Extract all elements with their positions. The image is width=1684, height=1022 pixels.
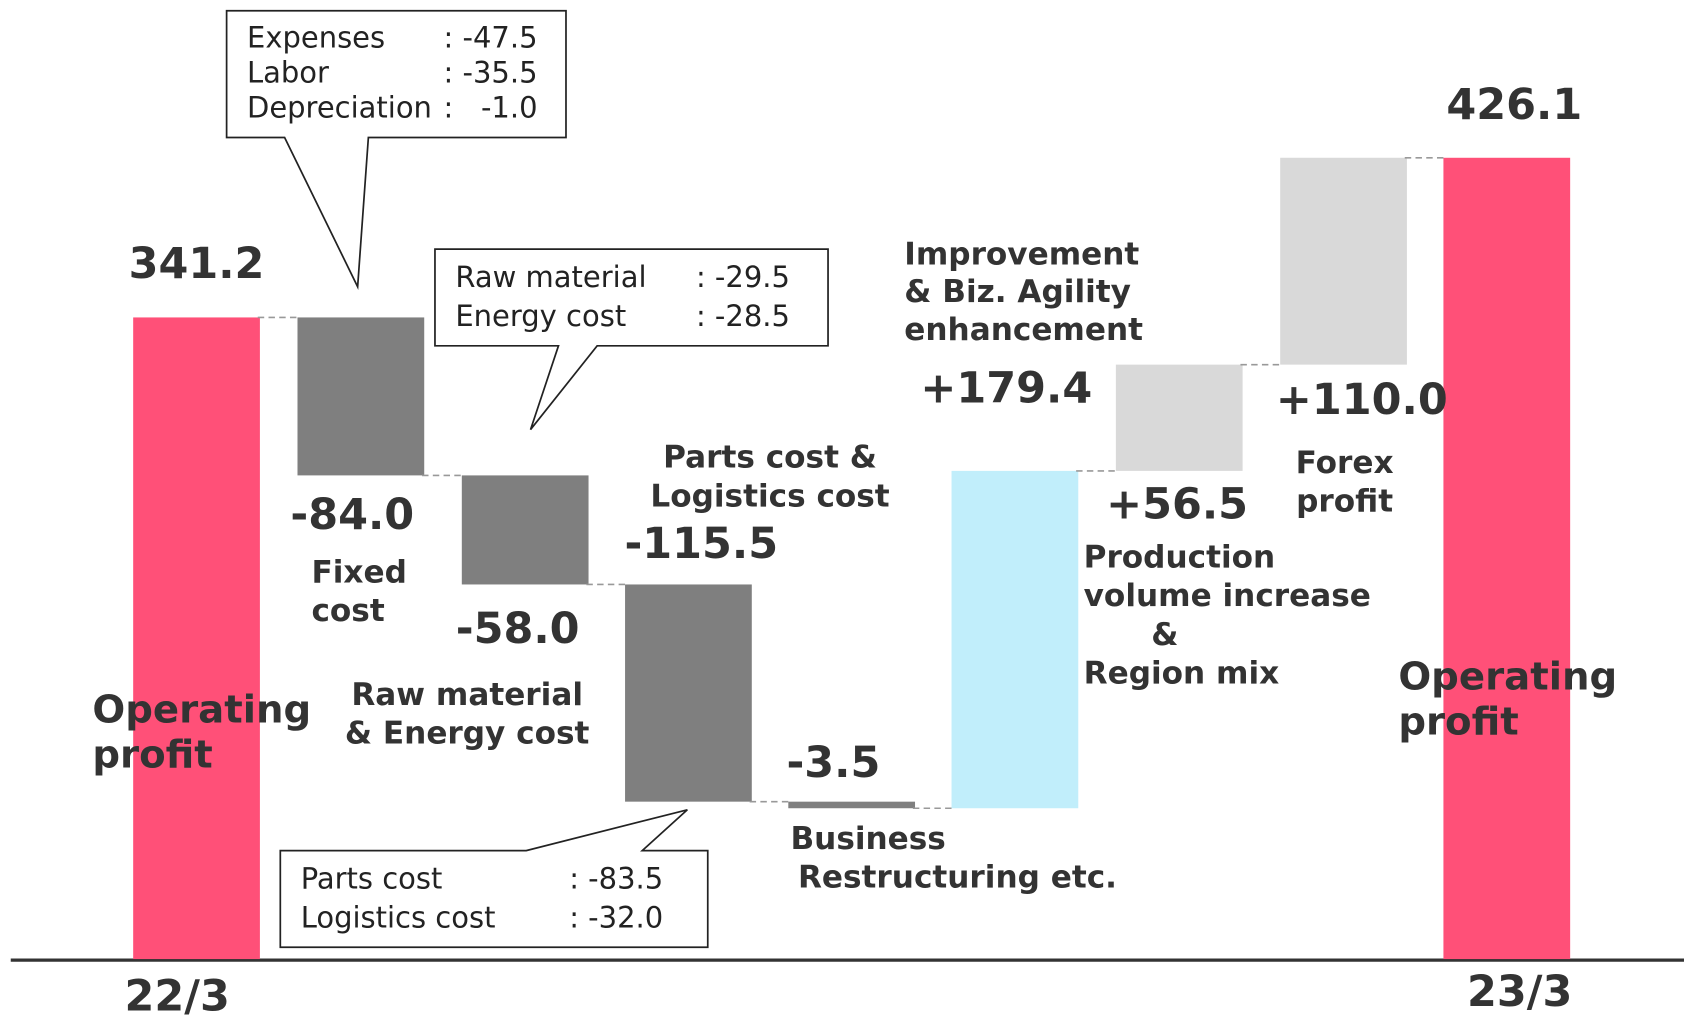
category-label: Operating bbox=[1398, 654, 1617, 699]
bar bbox=[1443, 157, 1571, 960]
value-label: +56.5 bbox=[1106, 479, 1248, 529]
category-label: Raw material bbox=[351, 677, 583, 713]
bar bbox=[1280, 157, 1407, 365]
bar bbox=[1115, 364, 1243, 471]
category-label: Forex bbox=[1296, 445, 1394, 481]
callout-value: : -47.5 bbox=[444, 21, 538, 55]
callout-value: : -29.5 bbox=[696, 260, 790, 294]
category-label: & Biz. Agility bbox=[904, 274, 1131, 310]
category-label: Logistics cost bbox=[650, 478, 889, 514]
category-label: Business bbox=[790, 821, 945, 857]
category-label: & bbox=[1151, 617, 1178, 653]
category-label: Operating bbox=[92, 688, 311, 733]
callout-box bbox=[434, 248, 829, 431]
category-label: Fixed bbox=[311, 555, 406, 591]
value-label: +179.4 bbox=[920, 363, 1092, 413]
bar bbox=[297, 317, 425, 476]
category-label: profit bbox=[1296, 484, 1393, 520]
category-label: Production bbox=[1084, 539, 1276, 575]
bar bbox=[625, 584, 752, 802]
value-label: -115.5 bbox=[624, 519, 778, 569]
bar bbox=[461, 475, 589, 585]
callout-name: Expenses bbox=[247, 21, 385, 55]
value-label: -3.5 bbox=[786, 738, 880, 788]
callout-box bbox=[225, 9, 567, 290]
bar bbox=[951, 470, 1079, 809]
category-label: & Energy cost bbox=[345, 716, 590, 752]
callout-value: : -83.5 bbox=[569, 862, 663, 896]
value-label: 341.2 bbox=[129, 239, 265, 289]
category-label: Improvement bbox=[904, 237, 1139, 273]
callout-name: Parts cost bbox=[301, 862, 443, 896]
callout-name: Energy cost bbox=[455, 299, 626, 333]
value-label: 426.1 bbox=[1446, 80, 1582, 130]
callout-value: : -32.0 bbox=[569, 900, 663, 934]
category-label: profit bbox=[92, 733, 212, 778]
category-label: cost bbox=[311, 593, 384, 629]
callout-value: : -28.5 bbox=[696, 299, 790, 333]
category-label: Restructuring etc. bbox=[798, 860, 1117, 896]
bar bbox=[133, 317, 260, 960]
callout-box bbox=[279, 808, 709, 949]
category-label: volume increase bbox=[1084, 578, 1371, 614]
value-label: -58.0 bbox=[456, 604, 580, 654]
callout-name: Labor bbox=[247, 56, 329, 90]
x-tick-label: 23/3 bbox=[1467, 967, 1572, 1017]
callout-value: : -1.0 bbox=[444, 91, 538, 125]
category-label: profit bbox=[1398, 699, 1518, 744]
category-label: enhancement bbox=[904, 312, 1143, 348]
callout-name: Raw material bbox=[455, 260, 646, 294]
value-label: -84.0 bbox=[290, 490, 414, 540]
category-label: Region mix bbox=[1084, 655, 1280, 691]
bar bbox=[788, 801, 916, 809]
category-label: Parts cost & bbox=[663, 440, 877, 476]
x-tick-label: 22/3 bbox=[125, 971, 230, 1021]
callout-name: Depreciation bbox=[247, 91, 432, 125]
value-label: +110.0 bbox=[1276, 375, 1448, 425]
callout-name: Logistics cost bbox=[301, 900, 496, 934]
callout-value: : -35.5 bbox=[444, 56, 538, 90]
